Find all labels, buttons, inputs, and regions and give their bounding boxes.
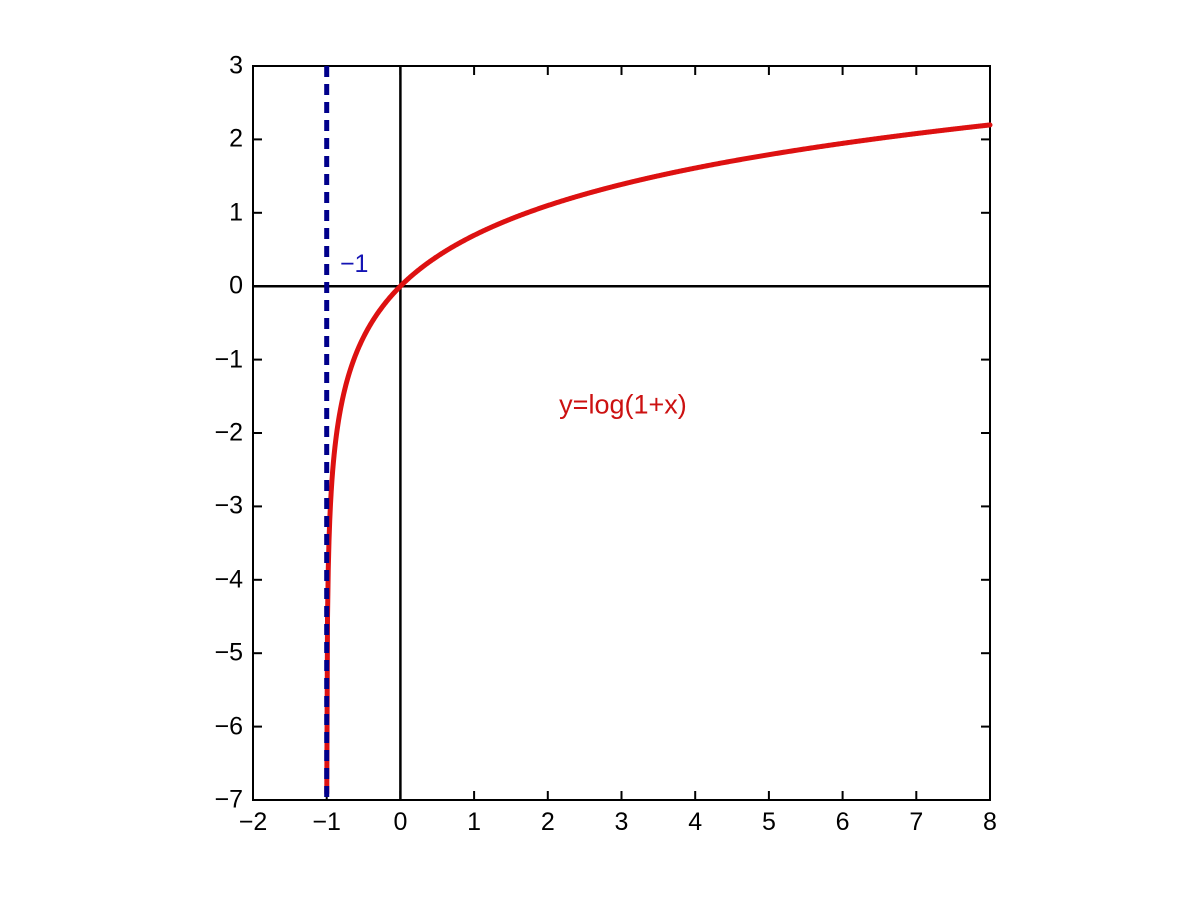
y-tick-label: 1 bbox=[229, 198, 243, 227]
x-tick-label: 0 bbox=[393, 808, 408, 836]
axes-border bbox=[252, 65, 991, 801]
x-tick-label: 8 bbox=[983, 808, 997, 836]
y-tick-label: −4 bbox=[214, 565, 243, 594]
x-tick-label: −1 bbox=[312, 808, 341, 836]
y-tick-label: −6 bbox=[214, 712, 243, 741]
log-curve bbox=[324, 122, 993, 796]
tick-marks bbox=[253, 66, 991, 800]
x-tick-label: 1 bbox=[467, 808, 482, 836]
x-tick-label: 4 bbox=[688, 808, 703, 836]
y-tick-label: −2 bbox=[214, 418, 243, 447]
asymptote-label: −1 bbox=[339, 250, 369, 279]
y-tick-label: −5 bbox=[214, 638, 243, 667]
y-tick-label: 0 bbox=[229, 271, 243, 300]
y-tick-label: −3 bbox=[214, 491, 243, 520]
y-tick-label: 3 bbox=[229, 51, 243, 80]
x-tick-label: 6 bbox=[835, 808, 850, 836]
y-tick-label: −7 bbox=[214, 785, 243, 814]
data-series-layer bbox=[324, 66, 993, 800]
x-tick-label: 5 bbox=[761, 808, 776, 836]
curve-equation-label: y=log(1+x) bbox=[559, 389, 687, 420]
y-tick-label: 2 bbox=[229, 124, 243, 153]
axes-frame bbox=[252, 65, 991, 801]
x-tick-label: 7 bbox=[909, 808, 924, 836]
y-tick-label: −1 bbox=[214, 345, 243, 374]
x-tick-label: 3 bbox=[614, 808, 629, 836]
x-tick-label: −2 bbox=[238, 808, 268, 836]
zero-axis-lines bbox=[253, 66, 990, 800]
x-tick-label: 2 bbox=[540, 808, 555, 836]
